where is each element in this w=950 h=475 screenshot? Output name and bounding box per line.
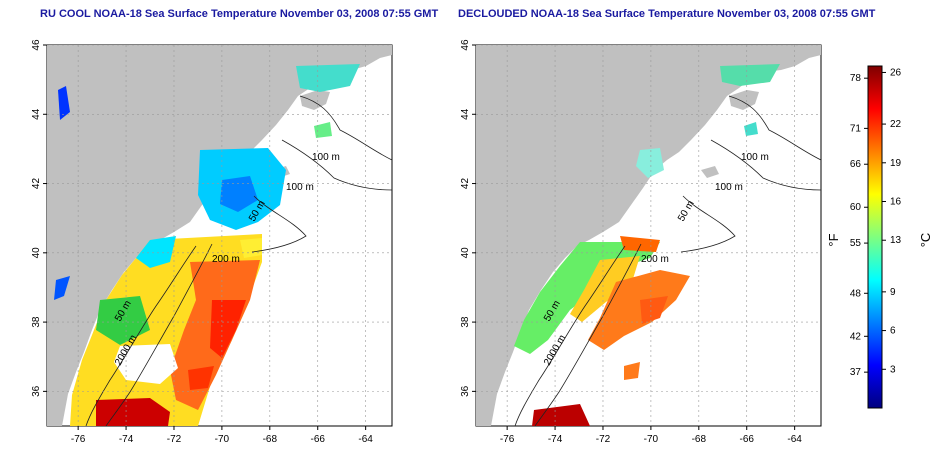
lat-tick-label: 44 [31, 108, 42, 120]
right-map-panel: 100 m 100 m 50 m 200 m 50 m 2000 m -76 -7… [460, 39, 822, 445]
celsius-tick-label: 6 [890, 326, 896, 337]
celsius-tick-label: 22 [890, 119, 902, 130]
lon-tick-label: -64 [787, 434, 802, 445]
right-graticule [476, 45, 821, 426]
fahrenheit-tick-label: 60 [850, 202, 862, 213]
contour-label: 100 m [286, 182, 314, 193]
celsius-tick-label: 26 [890, 67, 902, 78]
contour-label: 100 m [741, 152, 769, 163]
lat-tick-label: 44 [460, 108, 471, 120]
celsius-tick-label: 13 [890, 235, 902, 246]
colorbar-unit-celsius: °C [918, 233, 933, 248]
celsius-tick-label: 19 [890, 158, 902, 169]
lat-tick-label: 46 [31, 39, 42, 51]
temperature-colorbar: 26 22 19 16 13 9 6 3 78 71 66 60 55 48 42 37 °F °C [826, 65, 933, 409]
right-sst-field [514, 64, 780, 426]
colorbar-unit-fahrenheit: °F [826, 233, 841, 246]
lat-tick-label: 46 [460, 39, 471, 51]
fahrenheit-tick-label: 42 [850, 331, 862, 342]
lon-tick-label: -68 [263, 434, 278, 445]
contour-label: 100 m [715, 182, 743, 193]
lat-tick-label: 38 [460, 316, 471, 328]
colorbar-ticks: 26 22 19 16 13 9 6 3 78 71 66 60 55 48 42 37 [850, 67, 902, 378]
fahrenheit-tick-label: 66 [850, 159, 862, 170]
lon-tick-label: -72 [596, 434, 611, 445]
fahrenheit-tick-label: 37 [850, 367, 862, 378]
celsius-tick-label: 9 [890, 287, 896, 298]
colorbar-gradient [867, 65, 883, 409]
lat-tick-label: 40 [31, 247, 42, 259]
left-panel-title: RU COOL NOAA-18 Sea Surface Temperature … [40, 8, 439, 20]
contour-label: 200 m [641, 254, 669, 265]
lon-tick-label: -70 [215, 434, 230, 445]
lon-tick-label: -66 [740, 434, 755, 445]
fahrenheit-tick-label: 48 [850, 288, 862, 299]
lon-tick-label: -64 [358, 434, 373, 445]
lat-tick-label: 36 [31, 385, 42, 397]
lon-tick-label: -74 [119, 434, 134, 445]
right-land [476, 45, 821, 426]
right-axis-ticks: -76 -74 -72 -70 -68 -66 -64 36 38 40 42 44 46 [460, 39, 802, 445]
lat-tick-label: 36 [460, 385, 471, 397]
lon-tick-label: -72 [167, 434, 182, 445]
contour-label: 100 m [312, 152, 340, 163]
lon-tick-label: -66 [311, 434, 326, 445]
fahrenheit-tick-label: 71 [850, 123, 862, 134]
fahrenheit-tick-label: 78 [850, 73, 862, 84]
lon-tick-label: -76 [500, 434, 515, 445]
lon-tick-label: -70 [644, 434, 659, 445]
lon-tick-label: -74 [548, 434, 563, 445]
lat-tick-label: 42 [460, 178, 471, 190]
left-graticule [47, 45, 392, 426]
celsius-tick-label: 16 [890, 197, 902, 208]
lon-tick-label: -68 [692, 434, 707, 445]
lon-tick-label: -76 [71, 434, 86, 445]
right-bathymetry-contours [514, 95, 821, 426]
lat-tick-label: 38 [31, 316, 42, 328]
contour-label: 200 m [212, 254, 240, 265]
fahrenheit-tick-label: 55 [850, 238, 862, 249]
left-bathymetry-contours [85, 95, 392, 426]
right-panel-title: DECLOUDED NOAA-18 Sea Surface Temperatur… [458, 8, 876, 20]
lat-tick-label: 40 [460, 247, 471, 259]
left-axis-ticks: -76 -74 -72 -70 -68 -66 -64 36 38 40 42 44 46 [31, 39, 373, 445]
left-map-panel: 100 m 100 m 50 m 200 m 50 m 2000 m -76 -7… [31, 39, 393, 445]
left-sst-field [54, 64, 360, 426]
celsius-tick-label: 3 [890, 364, 896, 375]
lat-tick-label: 42 [31, 178, 42, 190]
